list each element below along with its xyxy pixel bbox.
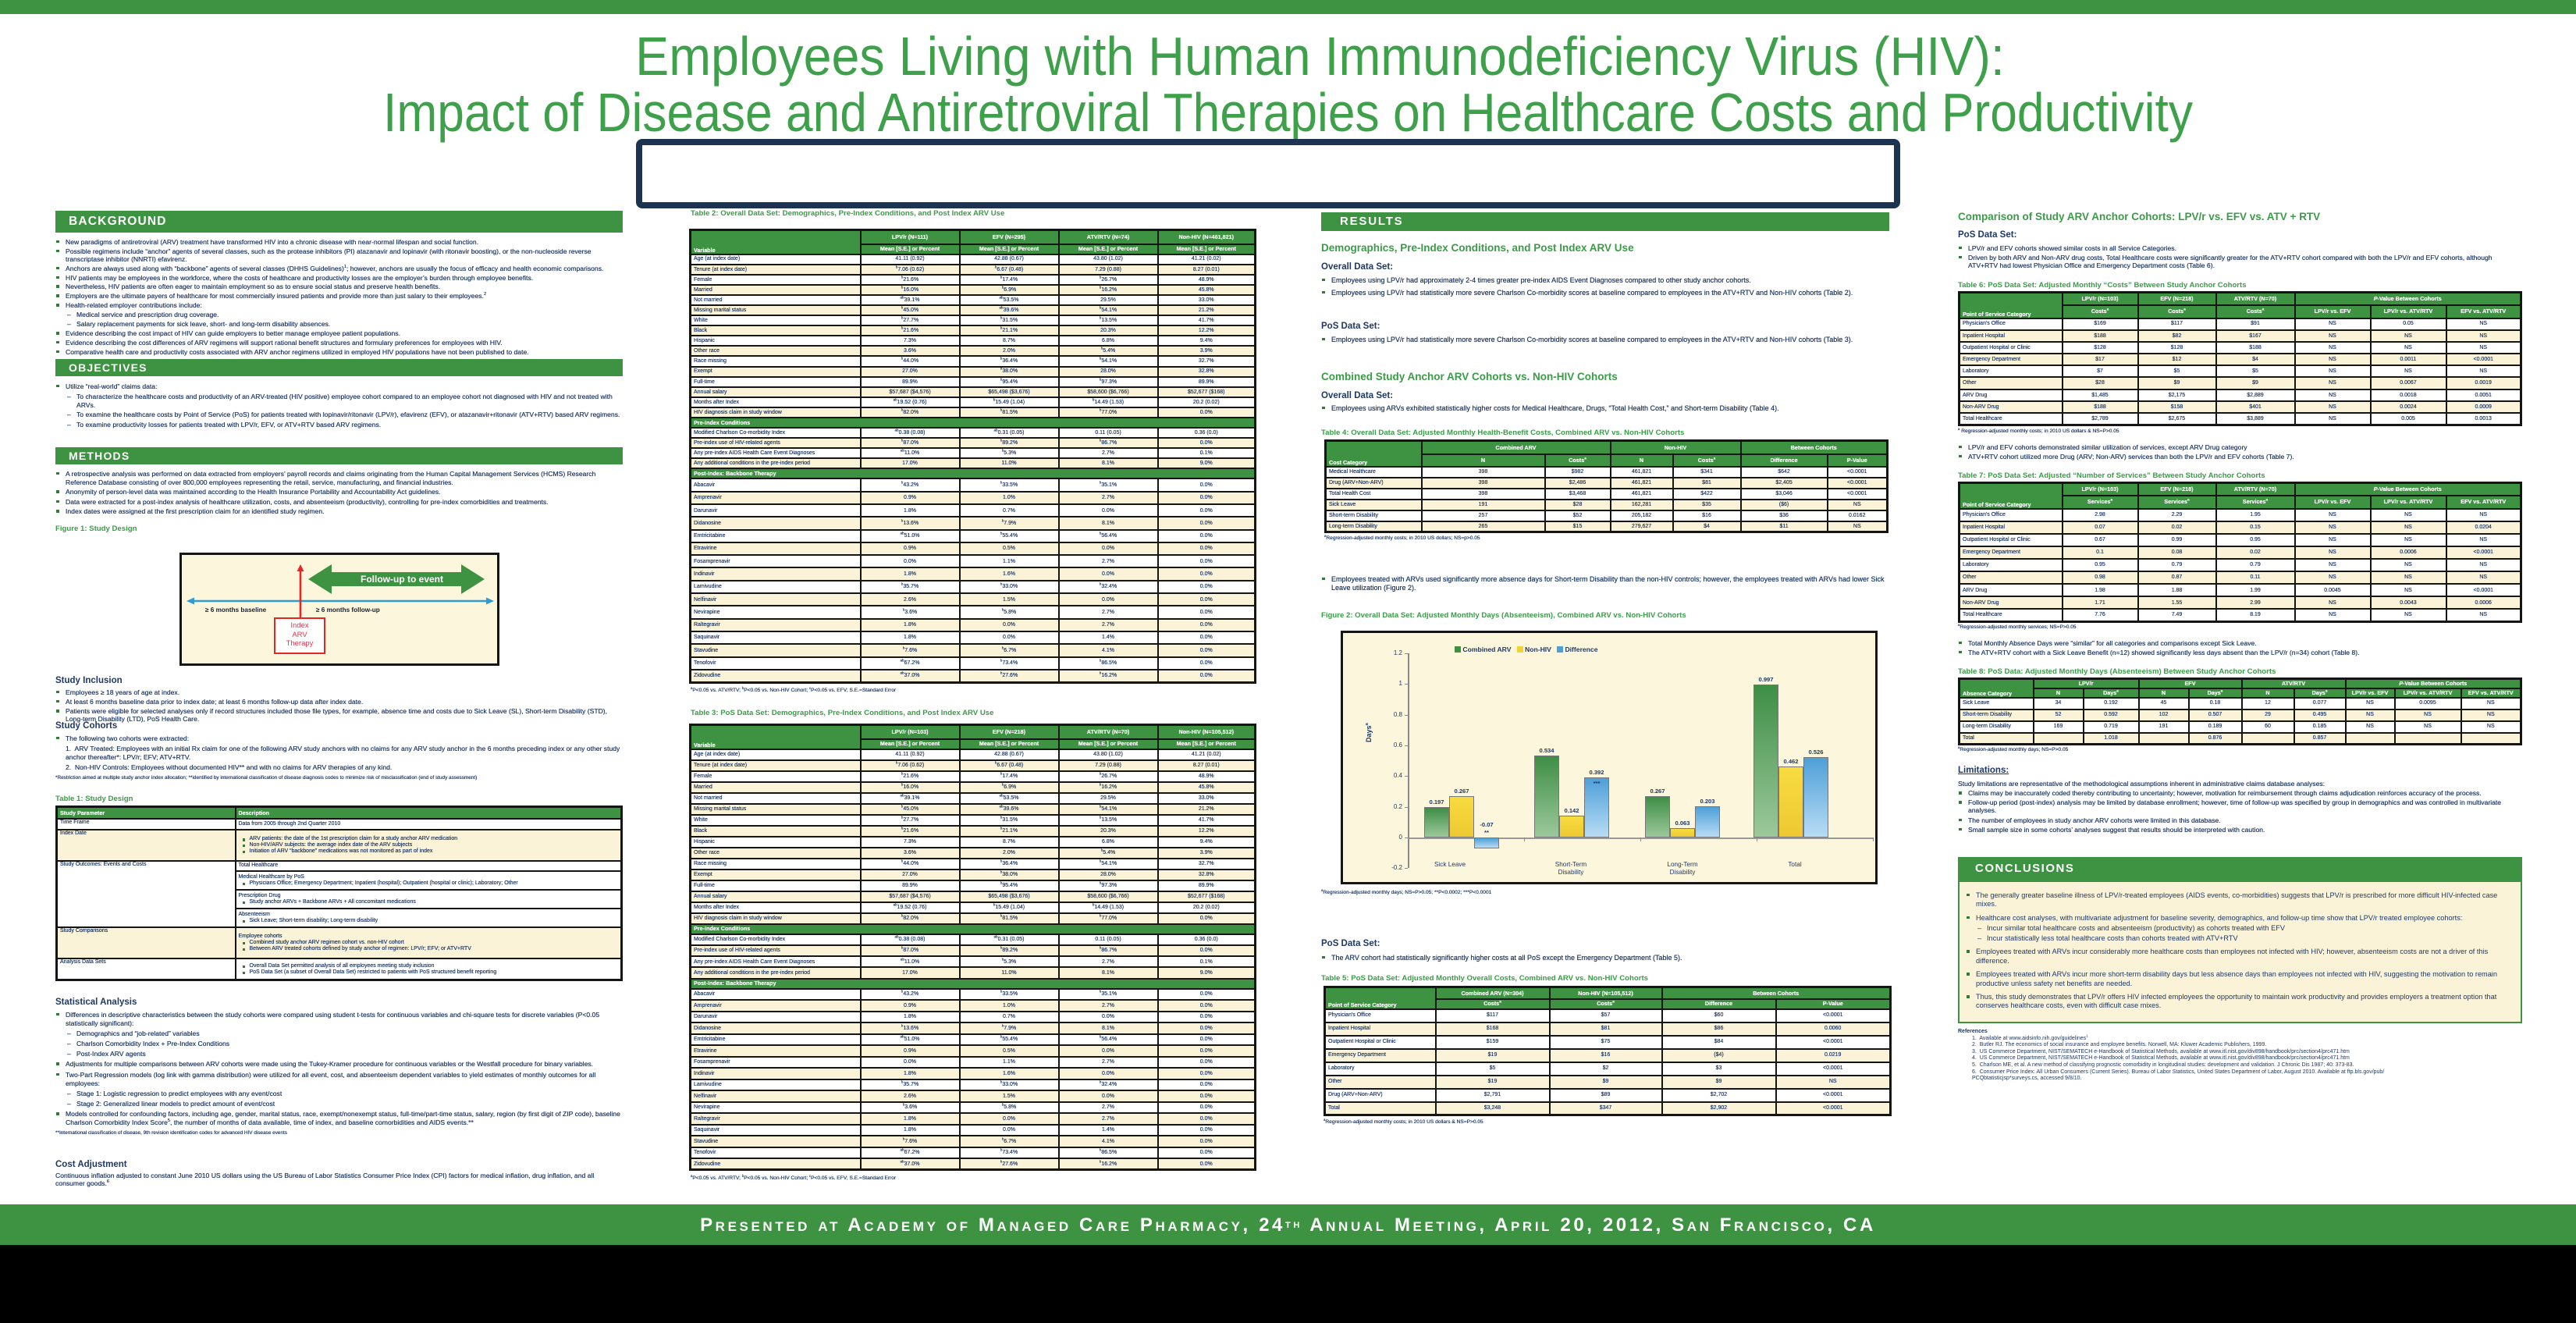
svg-text:Follow-up to event: Follow-up to event (361, 574, 443, 585)
